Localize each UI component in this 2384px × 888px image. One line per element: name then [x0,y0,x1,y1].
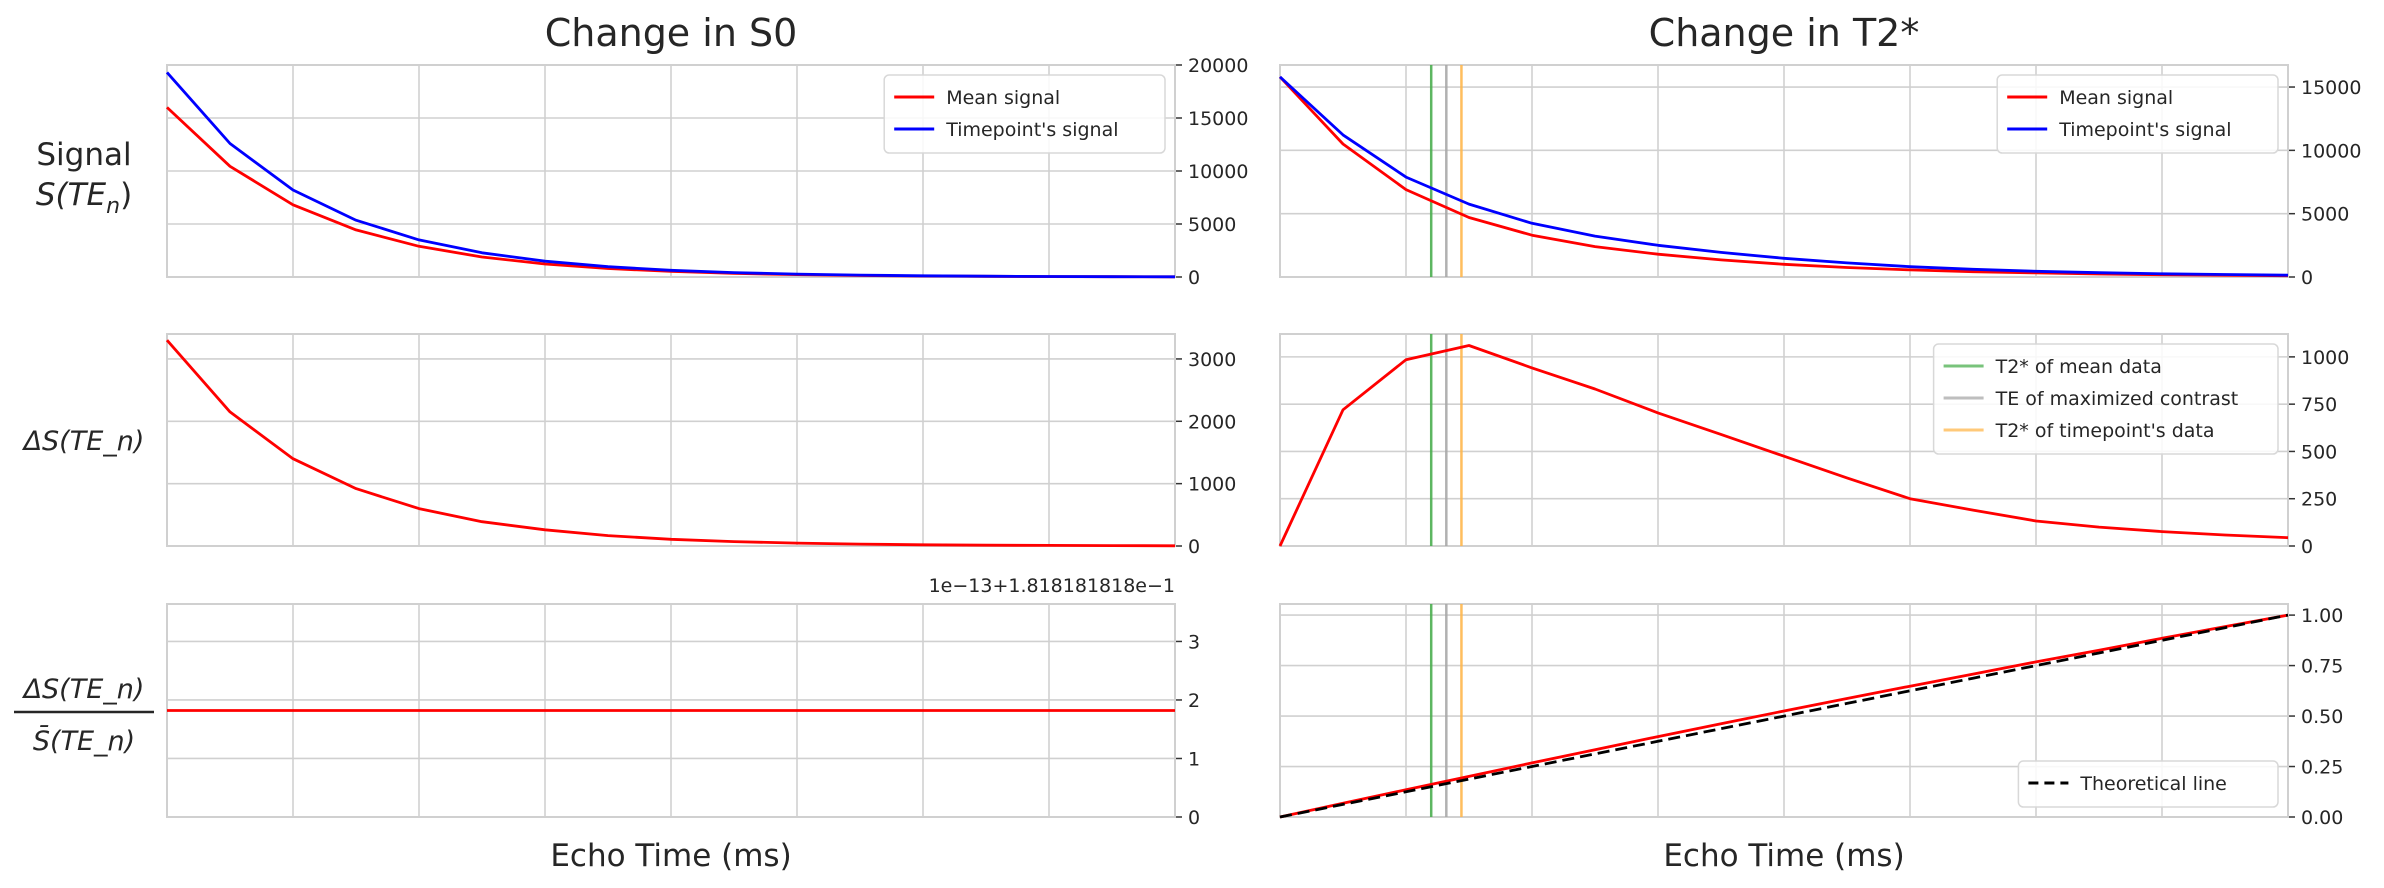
y-tick-label: 500 [2301,441,2337,463]
legend-label: TE of maximized contrast [1995,388,2239,410]
axes-frame [1279,333,2289,547]
y-tick-label: 10000 [1188,161,1248,183]
series-line [1278,344,2289,547]
y-tick-label: 0 [1188,267,1200,289]
legend-label: Mean signal [2059,87,2173,109]
y-offset-label: 1e−13+1.818181818e−1 [929,575,1175,597]
legend-label: Theoretical line [2079,773,2226,795]
y-axis-label-numerator: ΔS(TE_n) [22,674,145,705]
series-line [165,339,1176,548]
panel-right-row3: 0.00 0.25 0.50 0.75 1.00 Echo Time (ms) Theore… [1279,603,2343,874]
axes-frame [166,333,1176,547]
y-tick-label: 3 [1188,631,1200,653]
y-tick-label: 5000 [1188,214,1236,236]
y-tick-label: 5000 [2301,204,2349,226]
legend-label: T2* of timepoint's data [1995,420,2215,442]
y-tick-label: 1 [1188,748,1200,770]
y-axis-label-delta-signal: ΔS(TE_n) [22,426,145,457]
y-tick-label: 2000 [1188,411,1236,433]
y-tick-label: 0.75 [2301,656,2343,678]
y-tick-label: 0 [2301,536,2313,558]
legend-box [1996,74,2279,154]
series-line [1279,613,2289,819]
y-tick-label: 0.50 [2301,706,2343,728]
panel-left-row3: 0 1 2 3 Echo Time (ms) 1e−13+1.818181818e−1 [166,575,1200,874]
y-tick-label: 15000 [2301,77,2361,99]
y-tick-label: 2 [1188,690,1200,712]
legend: Mean signal Timepoint's signal [883,74,1166,154]
legend-box [2017,760,2279,808]
y-tick-label: 250 [2301,489,2337,511]
y-tick-label: 1.00 [2301,605,2343,627]
y-tick-label: 3000 [1188,349,1236,371]
legend: Mean signal Timepoint's signal [1996,74,2279,154]
y-axis-label-math: S(TEn) [36,177,132,219]
panel-right-row2: 0 250 500 750 1000 T2* of mean data TE of maxi… [1278,333,2349,558]
legend-box [1932,343,2279,455]
legend: Theoretical line [2017,760,2279,808]
axes-frame [1279,64,2289,278]
series-line [1279,75,2289,277]
y-tick-label: 750 [2301,394,2337,416]
chart-title: Change in S0 [545,11,798,55]
legend-box [883,74,1166,154]
panel-left-row1: 0 5000 10000 15000 20000 Change in S0 Mean sig… [36,11,1249,289]
y-tick-label: 20000 [1188,55,1248,77]
y-tick-label: 15000 [1188,108,1248,130]
y-tick-label: 10000 [2301,140,2361,162]
y-axis-label: Signal [36,137,131,173]
chart-title: Change in T2* [1649,11,1920,55]
axes-frame [166,64,1176,278]
legend-label: Timepoint's signal [945,119,1118,141]
legend-label: T2* of mean data [1995,356,2162,378]
y-axis-label-denominator: S̄(TE_n) [33,725,135,757]
y-tick-label: 1000 [1188,474,1236,496]
y-tick-label: 0 [1188,807,1200,829]
x-axis-label: Echo Time (ms) [550,838,791,874]
panel-right-row1: 0 5000 10000 15000 Change in T2* Mean signal T… [1278,11,2361,289]
series-line [1279,613,2289,819]
y-tick-label: 0.25 [2301,757,2343,779]
series-line [165,71,1176,279]
y-tick-label: 1000 [2301,347,2349,369]
y-tick-label: 0.00 [2301,807,2343,829]
legend-label: Mean signal [946,87,1060,109]
axes-frame [1279,603,2289,818]
x-axis-label: Echo Time (ms) [1663,838,1904,874]
y-tick-label: 0 [1188,536,1200,558]
legend: T2* of mean data TE of maximized contrast… [1932,343,2279,455]
y-tick-label: 0 [2301,267,2313,289]
panel-left-row2: 0 1000 2000 3000 [165,333,1236,558]
legend-label: Timepoint's signal [2058,119,2231,141]
